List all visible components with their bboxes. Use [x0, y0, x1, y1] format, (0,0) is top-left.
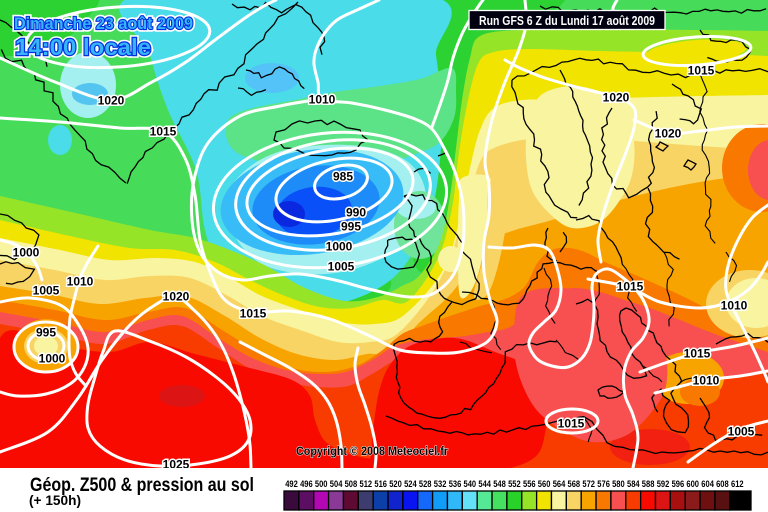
svg-text:1000: 1000	[39, 352, 66, 366]
svg-text:524: 524	[404, 479, 417, 489]
svg-text:1020: 1020	[603, 91, 630, 105]
svg-text:14:00 locale: 14:00 locale	[15, 34, 151, 60]
svg-text:592: 592	[657, 479, 670, 489]
svg-text:564: 564	[553, 479, 566, 489]
svg-text:568: 568	[568, 479, 581, 489]
svg-text:532: 532	[434, 479, 447, 489]
svg-text:Géop. Z500 & pression au sol: Géop. Z500 & pression au sol	[30, 475, 254, 496]
svg-text:1010: 1010	[309, 93, 336, 107]
svg-text:500: 500	[315, 479, 328, 489]
svg-text:588: 588	[642, 479, 655, 489]
svg-text:576: 576	[597, 479, 610, 489]
svg-text:1005: 1005	[728, 425, 755, 439]
svg-text:600: 600	[686, 479, 699, 489]
svg-text:504: 504	[330, 479, 343, 489]
svg-text:604: 604	[701, 479, 714, 489]
svg-text:1015: 1015	[558, 417, 585, 431]
svg-text:1005: 1005	[328, 260, 355, 274]
svg-text:612: 612	[731, 479, 744, 489]
svg-text:552: 552	[508, 479, 521, 489]
svg-text:1020: 1020	[655, 127, 682, 141]
svg-text:1020: 1020	[98, 94, 125, 108]
svg-text:540: 540	[464, 479, 477, 489]
svg-text:Dimanche 23 août 2009: Dimanche 23 août 2009	[14, 15, 193, 33]
svg-text:995: 995	[36, 326, 56, 340]
svg-text:1010: 1010	[67, 275, 94, 289]
svg-text:520: 520	[389, 479, 402, 489]
svg-text:1015: 1015	[240, 307, 267, 321]
svg-text:1015: 1015	[684, 347, 711, 361]
svg-text:1020: 1020	[163, 290, 190, 304]
svg-text:492: 492	[285, 479, 298, 489]
svg-text:556: 556	[523, 479, 536, 489]
svg-text:584: 584	[627, 479, 640, 489]
svg-text:Dimanche 23 août 2009: Dimanche 23 août 2009	[14, 15, 193, 33]
svg-text:580: 580	[612, 479, 625, 489]
svg-text:(+ 150h): (+ 150h)	[29, 493, 81, 508]
svg-text:1010: 1010	[721, 299, 748, 313]
svg-text:1015: 1015	[150, 125, 177, 139]
svg-text:985: 985	[333, 170, 353, 184]
svg-text:1015: 1015	[617, 280, 644, 294]
svg-text:Copyright © 2008 Meteociel.fr: Copyright © 2008 Meteociel.fr	[296, 444, 448, 458]
svg-text:528: 528	[419, 479, 432, 489]
svg-text:990: 990	[346, 206, 366, 220]
svg-text:1000: 1000	[326, 240, 353, 254]
svg-text:Run GFS 6 Z du Lundi 17 août 2: Run GFS 6 Z du Lundi 17 août 2009	[479, 14, 655, 28]
svg-text:516: 516	[374, 479, 387, 489]
svg-text:608: 608	[716, 479, 729, 489]
svg-text:572: 572	[582, 479, 595, 489]
svg-text:560: 560	[538, 479, 551, 489]
svg-text:512: 512	[360, 479, 373, 489]
svg-text:1010: 1010	[693, 374, 720, 388]
svg-text:1015: 1015	[688, 64, 715, 78]
svg-text:544: 544	[478, 479, 491, 489]
svg-text:1000: 1000	[13, 246, 40, 260]
svg-text:536: 536	[449, 479, 462, 489]
svg-text:995: 995	[341, 220, 361, 234]
svg-text:596: 596	[672, 479, 685, 489]
svg-text:496: 496	[300, 479, 313, 489]
svg-text:1005: 1005	[33, 284, 60, 298]
svg-text:508: 508	[345, 479, 358, 489]
svg-text:548: 548	[493, 479, 506, 489]
svg-text:14:00 locale: 14:00 locale	[15, 34, 151, 60]
